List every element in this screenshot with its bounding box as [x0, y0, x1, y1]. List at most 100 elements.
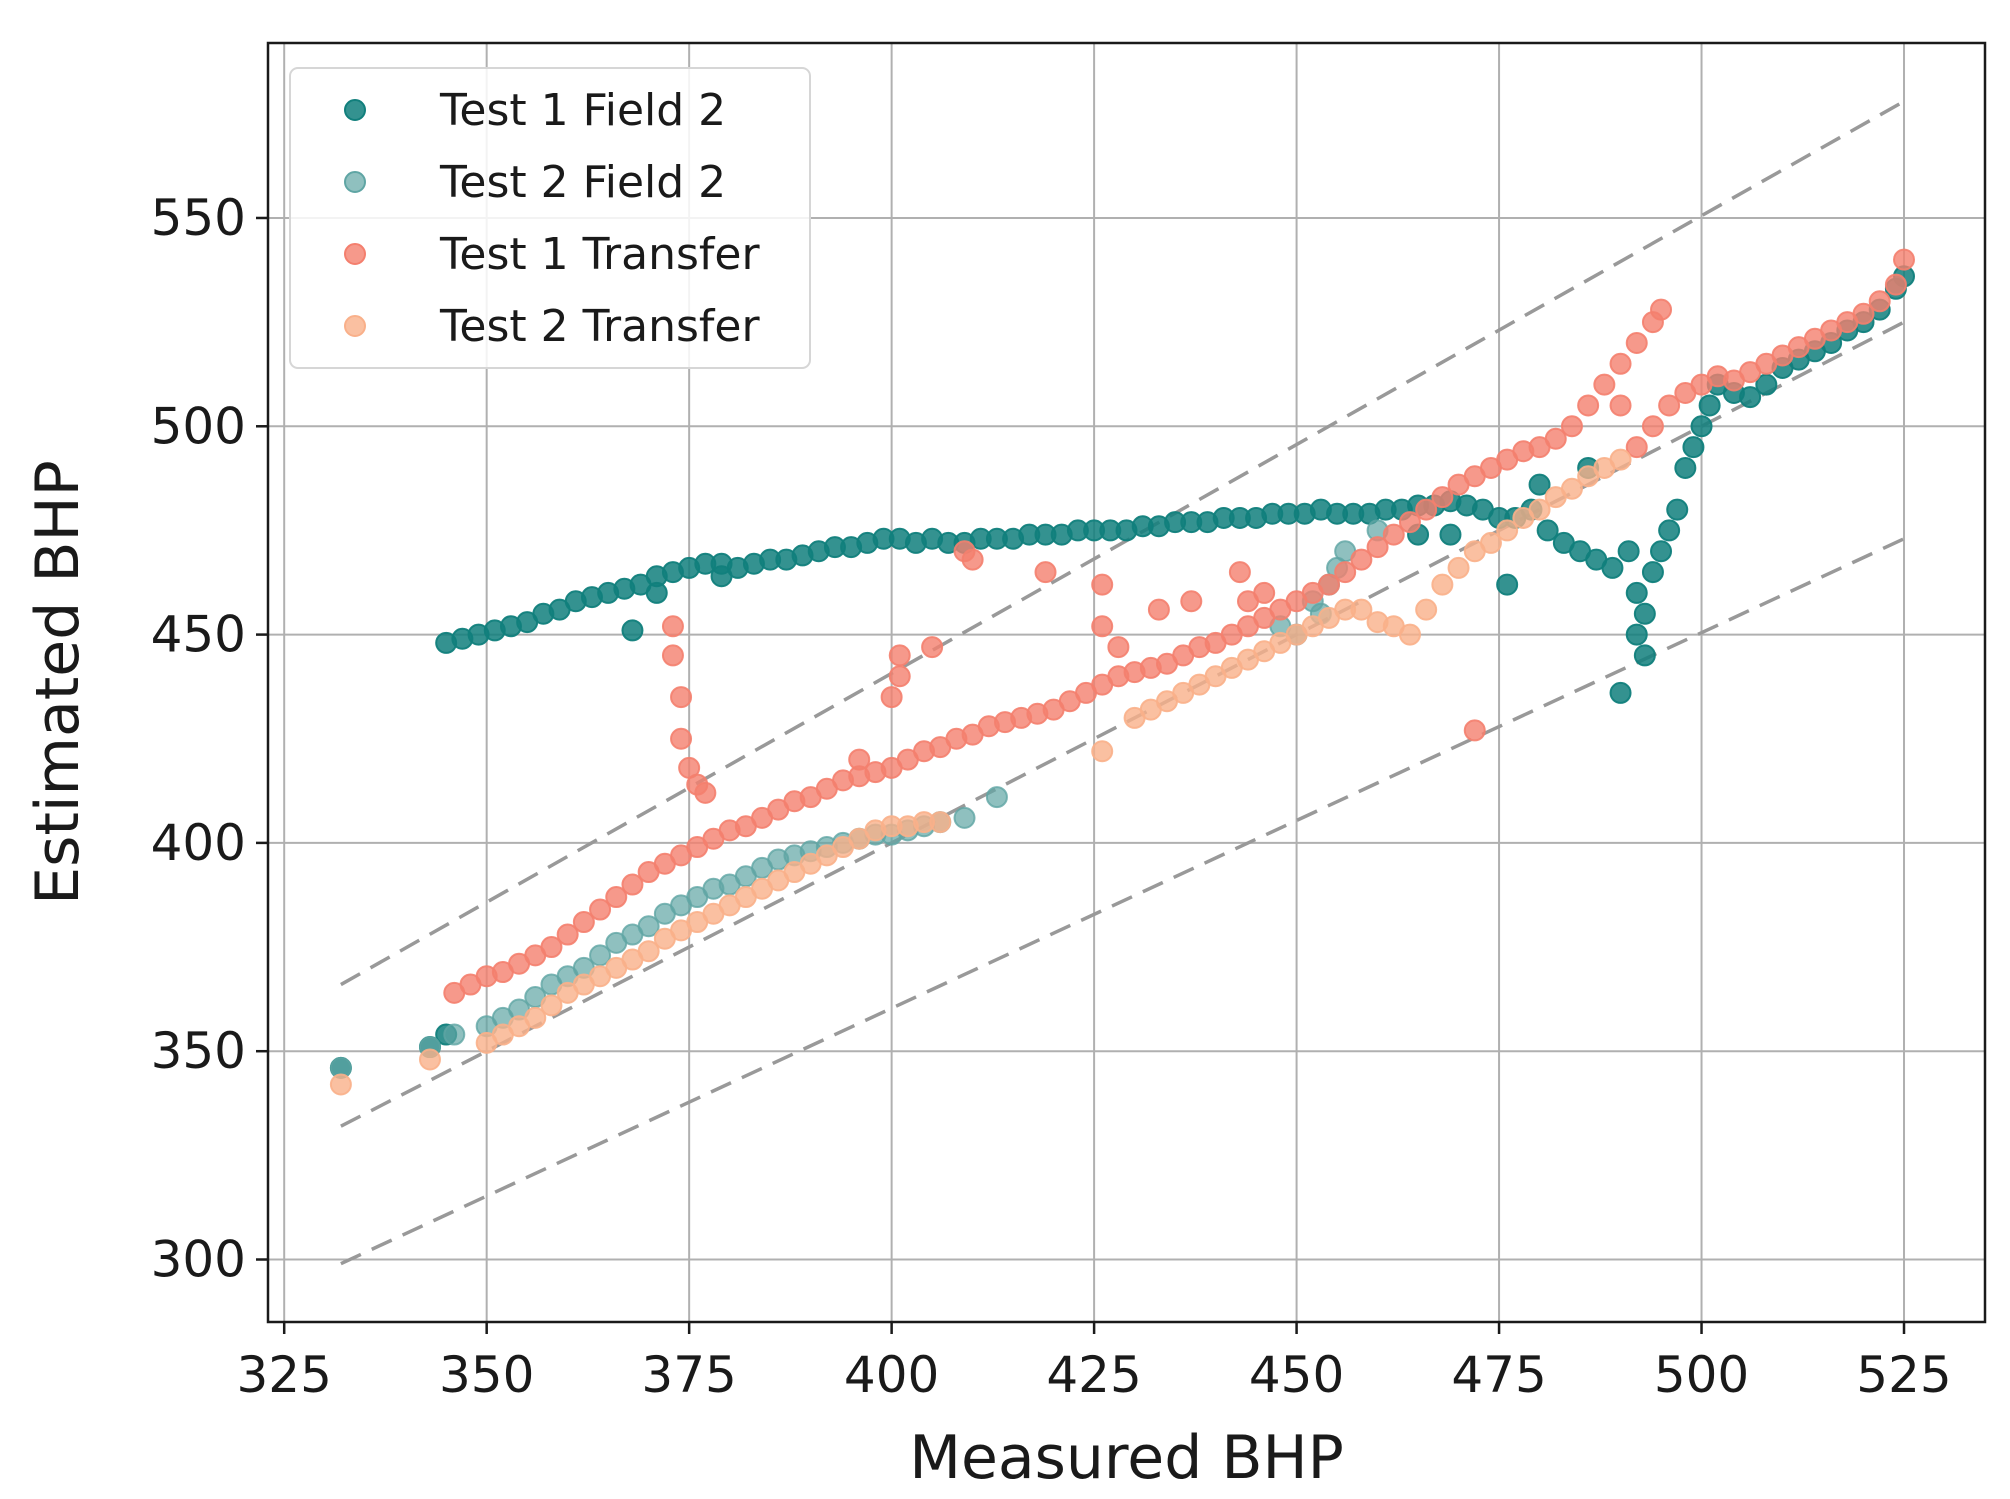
- legend-label: Test 1 Transfer: [439, 229, 760, 280]
- data-point: [621, 619, 644, 642]
- data-point: [1868, 290, 1891, 313]
- data-point: [1180, 590, 1203, 613]
- data-point: [1350, 548, 1373, 571]
- data-point: [605, 886, 628, 909]
- x-tick-label: 525: [1856, 1346, 1951, 1404]
- data-point: [1609, 394, 1632, 417]
- data-point: [1366, 536, 1389, 559]
- y-tick-label: 500: [151, 397, 246, 455]
- data-point: [1560, 415, 1583, 438]
- data-point: [1650, 540, 1673, 563]
- data-point: [1350, 598, 1373, 621]
- data-point: [1625, 581, 1648, 604]
- x-tick-label: 450: [1249, 1346, 1344, 1404]
- data-point: [1658, 394, 1681, 417]
- data-point: [329, 1073, 352, 1096]
- data-point: [1593, 373, 1616, 396]
- data-point: [1431, 573, 1454, 596]
- data-point: [1617, 540, 1640, 563]
- series-1-points: [329, 265, 1916, 1079]
- y-tick-label: 400: [151, 814, 246, 872]
- data-point: [443, 1023, 466, 1046]
- data-point: [661, 615, 684, 638]
- legend-marker: [344, 99, 366, 121]
- data-point: [1625, 623, 1648, 646]
- data-point: [1852, 302, 1875, 325]
- data-point: [1091, 615, 1114, 638]
- x-tick-label: 425: [1046, 1346, 1141, 1404]
- x-axis-title: Measured BHP: [909, 1423, 1344, 1493]
- reference-line: [340, 99, 1905, 987]
- legend-label: Test 1 Field 2: [439, 85, 726, 136]
- data-point: [1415, 598, 1438, 621]
- data-point: [961, 548, 984, 571]
- data-point: [418, 1048, 441, 1071]
- data-point: [710, 565, 733, 588]
- data-point: [1690, 415, 1713, 438]
- data-point: [1625, 331, 1648, 354]
- legend-label: Test 2 Transfer: [439, 301, 760, 352]
- data-point: [1496, 573, 1519, 596]
- data-point: [1415, 498, 1438, 521]
- data-point: [1107, 636, 1130, 659]
- data-point: [670, 727, 693, 750]
- data-point: [1609, 681, 1632, 704]
- data-point: [1601, 556, 1624, 579]
- data-point: [1625, 436, 1648, 459]
- data-point: [1398, 511, 1421, 534]
- data-point: [1496, 519, 1519, 542]
- data-point: [1528, 473, 1551, 496]
- data-point: [888, 644, 911, 667]
- data-point: [1633, 602, 1656, 625]
- y-tick-label: 550: [151, 189, 246, 247]
- data-point: [1682, 436, 1705, 459]
- data-point: [1431, 486, 1454, 509]
- data-point: [1479, 531, 1502, 554]
- x-tick-label: 325: [236, 1346, 331, 1404]
- data-point: [556, 923, 579, 946]
- data-point: [1382, 523, 1405, 546]
- data-point: [1334, 561, 1357, 584]
- x-tick-label: 400: [844, 1346, 939, 1404]
- data-point: [670, 686, 693, 709]
- data-point: [1609, 448, 1632, 471]
- data-point: [1398, 623, 1421, 646]
- data-point: [1091, 573, 1114, 596]
- data-point: [1884, 273, 1907, 296]
- data-point: [1317, 573, 1340, 596]
- data-point: [1698, 394, 1721, 417]
- plot-frame: [266, 41, 1987, 1324]
- data-point: [661, 644, 684, 667]
- reference-line: [340, 320, 1905, 1128]
- data-point: [589, 898, 612, 921]
- data-point: [1544, 427, 1567, 450]
- data-point: [540, 936, 563, 959]
- x-tick-label: 475: [1451, 1346, 1546, 1404]
- data-point: [848, 748, 871, 771]
- legend-label: Test 2 Field 2: [439, 157, 726, 208]
- data-point: [1633, 644, 1656, 667]
- data-point: [1609, 352, 1632, 375]
- data-point: [694, 781, 717, 804]
- y-tick-label: 350: [151, 1022, 246, 1080]
- data-point: [1447, 556, 1470, 579]
- data-point: [1577, 394, 1600, 417]
- series-4-points: [329, 448, 1632, 1096]
- legend-marker: [344, 315, 366, 337]
- legend: Test 1 Field 2 Test 2 Field 2 Test 1 Trans…: [289, 67, 811, 369]
- data-point: [637, 940, 660, 963]
- data-point: [985, 786, 1008, 809]
- data-point: [929, 811, 952, 834]
- legend-box: [289, 67, 811, 369]
- data-point: [1560, 477, 1583, 500]
- data-point: [1536, 519, 1559, 542]
- x-tick-label: 500: [1654, 1346, 1749, 1404]
- data-point: [880, 686, 903, 709]
- y-tick-label: 300: [151, 1231, 246, 1289]
- data-point: [1091, 740, 1114, 763]
- series-2-points: [329, 519, 1389, 1079]
- y-axis-title: Estimated BHP: [23, 460, 93, 905]
- data-point: [1650, 298, 1673, 321]
- data-point: [1439, 523, 1462, 546]
